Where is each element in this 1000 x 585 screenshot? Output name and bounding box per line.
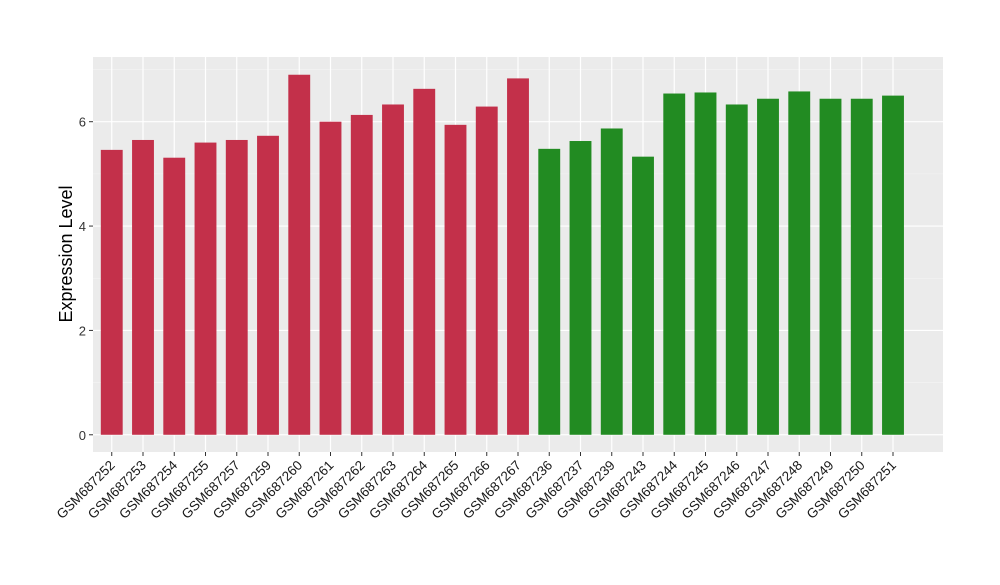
- y-axis: 0 2 4 6: [79, 115, 93, 443]
- x-axis: GSM687252GSM687253GSM687254GSM687255GSM6…: [54, 452, 899, 522]
- bar-GSM687252: [100, 149, 123, 435]
- bar-GSM687239: [600, 128, 623, 435]
- bar-GSM687243: [632, 156, 654, 435]
- bar-GSM687246: [725, 104, 748, 435]
- bar-GSM687257: [225, 139, 248, 435]
- bar-GSM687247: [757, 98, 779, 435]
- bar-GSM687251: [882, 95, 904, 435]
- y-axis-label: Expression Level: [56, 185, 76, 322]
- bar-GSM687259: [257, 135, 279, 435]
- bar-GSM687261: [319, 121, 342, 435]
- y-tick-label: 6: [79, 115, 86, 130]
- bar-GSM687264: [413, 88, 436, 435]
- y-tick-label: 0: [79, 428, 86, 443]
- bar-GSM687254: [163, 157, 186, 435]
- bar-GSM687262: [350, 114, 373, 435]
- bar-GSM687265: [444, 124, 467, 435]
- bar-GSM687267: [507, 78, 529, 435]
- bar-GSM687263: [382, 104, 404, 435]
- y-tick-label: 2: [79, 323, 86, 338]
- bar-GSM687253: [132, 139, 154, 435]
- bar-GSM687237: [569, 141, 592, 435]
- y-tick-label: 4: [79, 219, 86, 234]
- bar-GSM687236: [538, 148, 561, 435]
- bar-GSM687266: [475, 106, 498, 435]
- bar-GSM687245: [694, 92, 717, 435]
- bar-GSM687255: [194, 142, 217, 435]
- bar-GSM687244: [663, 93, 686, 435]
- bar-GSM687250: [850, 98, 873, 435]
- bars: [100, 74, 904, 435]
- bar-GSM687248: [788, 91, 811, 435]
- bar-GSM687249: [819, 98, 842, 435]
- bar-GSM687260: [288, 74, 311, 435]
